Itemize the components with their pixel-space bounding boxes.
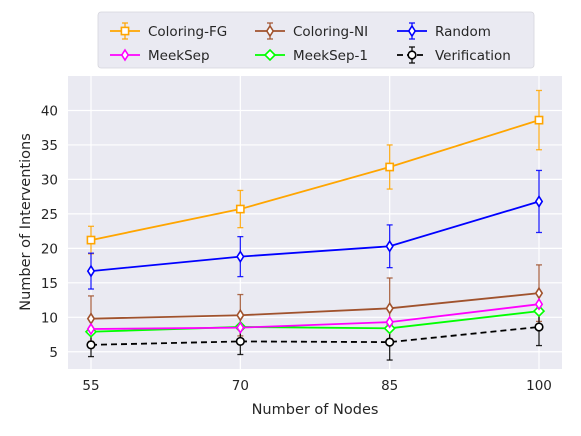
legend-label: Random [435,24,491,40]
series-line [90,119,540,241]
legend-item-random: Random [397,22,491,40]
y-tick-label: 35 [41,138,58,154]
y-tick-label: 40 [41,103,58,119]
series-coloring-ni [86,264,544,343]
legend-label: Coloring-NI [293,24,368,40]
y-tick-label: 30 [41,172,58,188]
data-point [385,301,394,315]
legend-item-verification: Verification [397,46,511,64]
grid [68,76,562,369]
legend-item-coloring-ni: Coloring-NI [255,22,368,40]
data-point [236,308,245,322]
series-line [90,326,540,346]
legend-marker [120,48,130,62]
series-coloring-fg [86,89,544,255]
data-point [86,340,96,350]
data-point [534,115,544,125]
legend-label: Coloring-FG [148,24,227,40]
series-line [90,303,540,330]
legend-item-meeksep: MeekSep [110,48,210,64]
legend-item-coloring-fg: Coloring-FG [110,22,227,40]
data-point [385,337,395,347]
data-point [385,315,394,329]
data-point [235,336,245,347]
data-point [534,322,544,332]
y-axis-label: Number of Interventions [18,133,34,311]
data-point [236,250,245,264]
y-tick-label: 25 [41,207,58,223]
data-point [534,297,544,311]
legend-marker [263,48,277,62]
y-tick-label: 10 [41,310,58,326]
data-point [236,321,245,335]
series-line [90,310,540,333]
series-random [86,169,544,290]
series-layer [84,89,546,361]
plot-background [68,76,562,369]
data-point [385,162,395,172]
legend-marker [120,26,130,36]
data-point [532,304,546,318]
legend-label: MeekSep [148,48,210,64]
y-tick-label: 20 [41,241,58,257]
y-tick-label: 15 [41,276,58,292]
legend-label: Verification [435,48,511,64]
y-ticks: 5 10 15 20 25 30 35 40 [41,103,58,360]
x-ticks: 55 70 85 100 [82,378,551,394]
data-point [86,264,96,278]
series-line [90,200,540,272]
legend: Coloring-FG MeekSep Coloring-NI MeekSep-1 Ra… [97,11,535,69]
y-tick-label: 5 [49,345,58,361]
legend-marker [407,24,417,38]
series-line [90,292,540,320]
x-tick-label: 70 [232,378,249,394]
legend-marker [265,24,275,38]
x-tick-label: 100 [526,378,552,394]
data-point [235,204,245,214]
data-point [86,322,96,336]
data-point [385,239,394,253]
legend-label: MeekSep-1 [293,48,368,64]
x-tick-label: 55 [82,378,99,394]
legend-item-meeksep-1: MeekSep-1 [255,48,368,64]
legend-box [97,11,535,69]
series-meeksep [86,297,544,336]
x-axis-label: Number of Nodes [252,402,379,418]
legend-marker [407,50,417,60]
x-tick-label: 85 [381,378,398,394]
data-point [86,235,96,245]
data-point [534,194,544,208]
